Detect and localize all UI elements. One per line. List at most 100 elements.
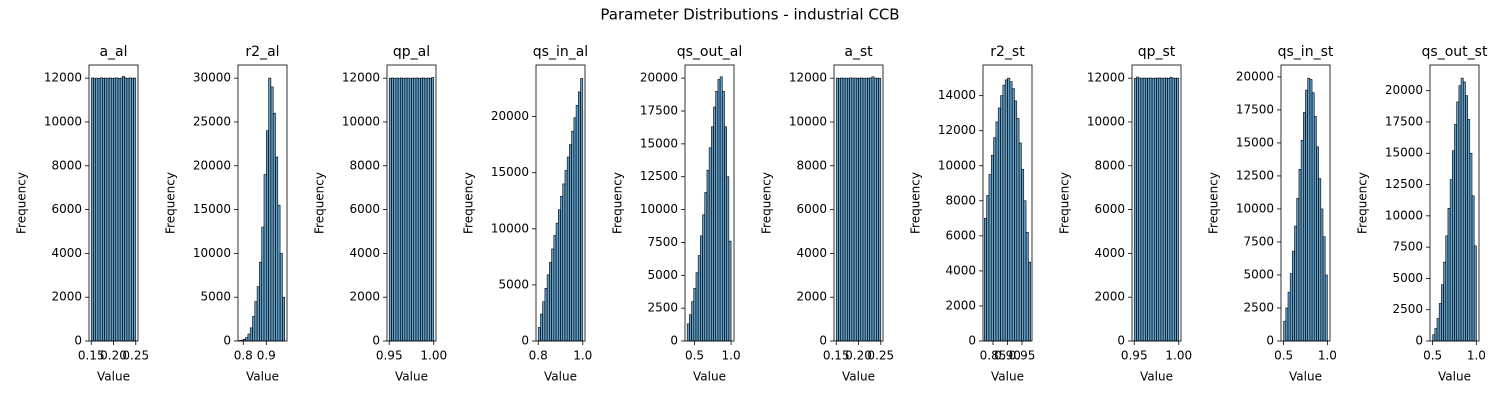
histogram-bar xyxy=(261,226,265,342)
histogram-bar xyxy=(1145,77,1148,342)
histogram-bar xyxy=(393,78,397,342)
x-tick-label: 0.8 xyxy=(234,349,253,363)
y-tick-label: 5000 xyxy=(200,290,231,304)
histogram-bar xyxy=(1296,198,1300,342)
histogram-bar xyxy=(429,77,432,342)
x-tick-label: 1.0 xyxy=(722,349,741,363)
histogram-bar xyxy=(555,222,559,342)
histogram-bar xyxy=(1151,78,1155,342)
histogram-bar xyxy=(1169,76,1173,342)
y-tick-label: 4000 xyxy=(796,246,827,260)
histogram-bar xyxy=(1171,77,1175,342)
histogram-bar xyxy=(1313,116,1317,342)
histogram-bar xyxy=(110,77,114,342)
x-axis-label: Value xyxy=(544,370,577,384)
histogram-bar xyxy=(1471,195,1475,342)
x-tick-label: 0.90 xyxy=(994,349,1021,363)
y-tick-label: 20000 xyxy=(1385,83,1423,97)
histogram-bar xyxy=(537,327,541,342)
histogram-bar xyxy=(1142,77,1146,342)
histogram-bar xyxy=(1021,168,1025,342)
histogram-bar xyxy=(122,76,125,342)
y-tick-label: 0 xyxy=(1415,334,1423,348)
histogram-bar xyxy=(1283,320,1287,342)
histogram-bar xyxy=(1133,78,1137,342)
y-tick-label: 5000 xyxy=(647,268,678,282)
histogram-bar xyxy=(106,78,110,342)
histogram-bar xyxy=(1322,236,1326,342)
histogram-bar xyxy=(1311,92,1315,342)
y-tick-label: 10000 xyxy=(44,114,82,128)
x-tick-label: 1.00 xyxy=(1165,349,1192,363)
histogram-bar xyxy=(265,130,269,342)
y-axis-label: Frequency xyxy=(909,172,923,234)
histogram-bar xyxy=(560,195,564,342)
histogram-bar xyxy=(1153,77,1157,342)
y-tick-label: 0 xyxy=(223,334,231,348)
histogram-bar xyxy=(1320,208,1324,342)
y-tick-label: 20000 xyxy=(491,109,529,123)
histogram-bar xyxy=(849,77,853,342)
y-tick-label: 10000 xyxy=(938,158,976,172)
histogram-bar xyxy=(426,77,430,342)
histogram-bar xyxy=(697,255,701,342)
x-tick-label: 0.20 xyxy=(100,349,127,363)
histogram-bar xyxy=(549,262,552,342)
histogram-bar xyxy=(1147,77,1151,342)
histogram-bar xyxy=(404,77,408,342)
y-tick-label: 25000 xyxy=(193,114,231,128)
histogram-bar xyxy=(1162,77,1166,342)
histogram-bar xyxy=(1460,77,1464,342)
histogram-bar xyxy=(247,333,251,342)
histogram-bar xyxy=(1028,261,1031,342)
histogram-bar xyxy=(840,77,844,342)
histogram-bar xyxy=(252,316,256,342)
histogram-bar xyxy=(700,235,703,342)
axes-frame xyxy=(1429,64,1480,342)
histogram-bar xyxy=(708,147,712,342)
histogram-bar xyxy=(431,77,435,342)
histogram-bar xyxy=(540,313,543,342)
histogram-bar xyxy=(1002,84,1006,342)
histogram-bar xyxy=(984,218,987,342)
histogram-bar xyxy=(395,77,399,342)
histogram-bar xyxy=(724,126,727,342)
y-tick-label: 12000 xyxy=(938,123,976,137)
x-tick-label: 0.25 xyxy=(122,349,149,363)
y-tick-label: 8000 xyxy=(51,158,82,172)
histogram-bar xyxy=(272,112,276,342)
histogram-bar xyxy=(388,77,392,342)
x-tick-label: 0.95 xyxy=(376,349,403,363)
histogram-bar xyxy=(551,248,555,342)
histogram-bar xyxy=(1025,232,1029,342)
histogram-bar xyxy=(1149,77,1153,342)
histogram-bar xyxy=(1176,77,1180,342)
histogram-bar xyxy=(1287,291,1291,342)
histogram-bar xyxy=(420,77,423,342)
y-tick-label: 2000 xyxy=(945,298,976,312)
x-axis-label: Value xyxy=(842,370,875,384)
histogram-bar xyxy=(860,77,864,342)
y-tick-label: 10000 xyxy=(789,114,827,128)
y-tick-label: 2500 xyxy=(1243,300,1274,314)
x-axis-label: Value xyxy=(97,370,130,384)
histogram-bar xyxy=(391,77,394,342)
histogram-bar xyxy=(1309,79,1313,342)
histogram-bar xyxy=(259,261,262,342)
y-tick-label: 8000 xyxy=(796,158,827,172)
subplot-title: qp_al xyxy=(393,44,430,60)
y-tick-label: 6000 xyxy=(51,202,82,216)
y-tick-label: 10000 xyxy=(1087,114,1125,128)
y-tick-label: 4000 xyxy=(945,263,976,277)
histogram-bar xyxy=(1009,81,1013,342)
x-tick-label: 0.8 xyxy=(529,349,548,363)
y-tick-label: 4000 xyxy=(1094,246,1125,260)
histogram-bar xyxy=(1294,225,1298,342)
y-tick-label: 12000 xyxy=(342,71,380,85)
histogram-bar xyxy=(986,195,990,342)
histogram-bar xyxy=(1174,77,1177,342)
y-tick-label: 0 xyxy=(968,334,976,348)
histogram-bar xyxy=(842,77,846,342)
histogram-bar xyxy=(115,77,119,342)
subplot-title: qs_in_st xyxy=(1278,44,1334,60)
